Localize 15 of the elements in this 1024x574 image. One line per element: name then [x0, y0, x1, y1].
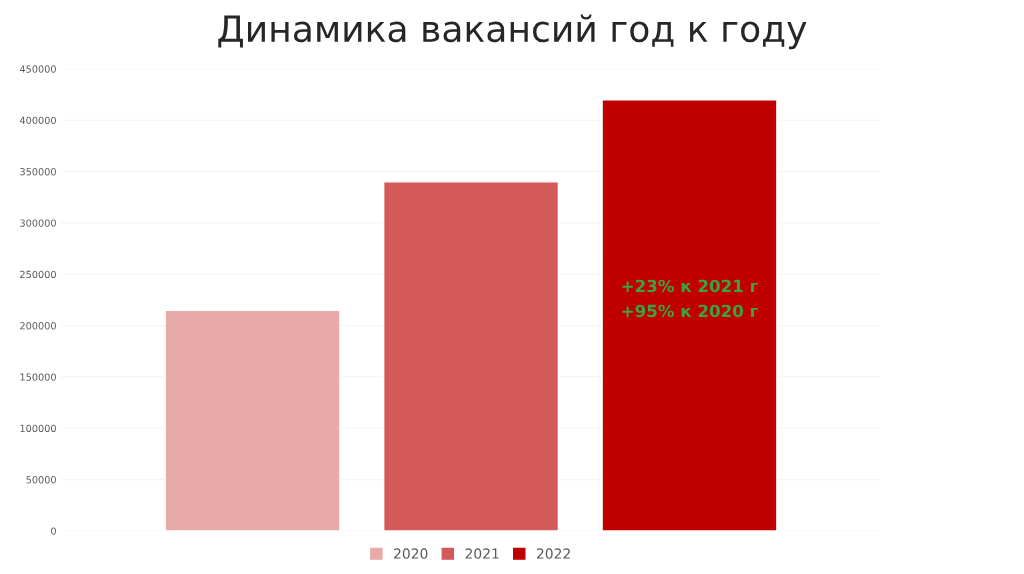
annotation: +23% к 2021 г +95% к 2020 г [622, 279, 758, 318]
y-tick-label: 50000 [26, 476, 56, 484]
y-tick-label: 250000 [20, 270, 56, 279]
y-tick-label: 150000 [20, 373, 56, 381]
y-tick-label: 350000 [20, 168, 56, 176]
y-tick-label: 450000 [19, 65, 56, 73]
y-tick-label: 300000 [20, 219, 56, 227]
chart-title: Динамика вакансий год к году [218, 14, 807, 50]
legend-label: 2020 [394, 548, 428, 559]
y-tick-label: 400000 [19, 116, 56, 125]
legend-label: 2022 [536, 548, 570, 559]
y-tick-label: 100000 [20, 424, 56, 433]
y-tick-label: 0 [51, 527, 56, 535]
legend-label: 2021 [465, 548, 499, 559]
y-tick-label: 200000 [20, 322, 56, 330]
